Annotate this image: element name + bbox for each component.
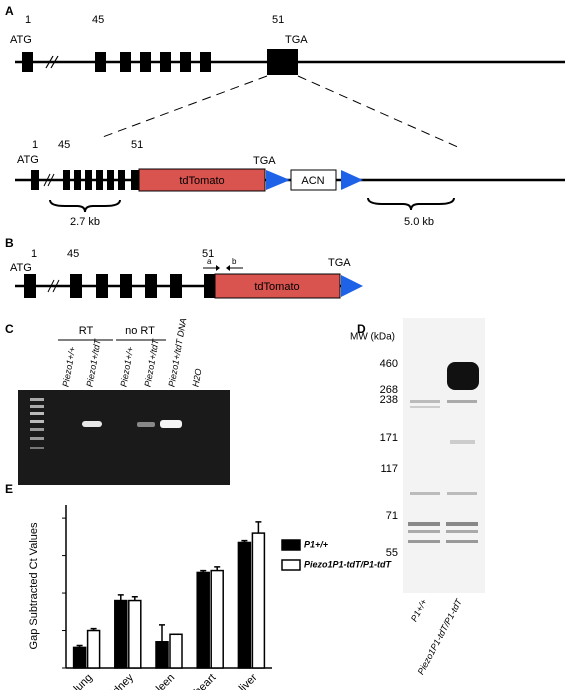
lane-label: Piezo1+/+: [60, 346, 77, 388]
panel-label: D: [357, 322, 366, 336]
mw-marker: 71: [386, 510, 398, 522]
lane-label: H2O: [190, 368, 203, 388]
gene-b: [15, 265, 363, 299]
bar: [169, 633, 183, 669]
lane-label: P1+/+: [409, 597, 429, 623]
stop-codon: TGA: [285, 34, 308, 46]
x-tick-label: heart: [192, 672, 218, 690]
legend-swatch: [281, 539, 301, 551]
lane-label: Piezo1+/tdT DNA: [166, 317, 188, 387]
bar: [237, 541, 252, 669]
exon-label: 1: [31, 248, 37, 260]
error-bar: [255, 521, 262, 534]
exon-label: 51: [202, 248, 214, 260]
bar: [155, 641, 169, 669]
axis-title: MW (kDa): [350, 332, 395, 343]
legend-label: P1+/+: [304, 539, 329, 549]
exon-label: 1: [32, 139, 38, 151]
panel-label: E: [5, 482, 13, 496]
gene-top: [15, 49, 565, 149]
bar: [86, 629, 101, 669]
error-bar: [76, 644, 83, 648]
bar: [128, 599, 142, 669]
exon-label: 45: [92, 14, 104, 26]
exon-label: 51: [272, 14, 284, 26]
error-bar: [200, 569, 207, 573]
gel: [18, 339, 230, 485]
blot: [403, 318, 485, 593]
mw-marker: 460: [380, 358, 398, 370]
stop-codon: TGA: [328, 257, 351, 269]
bar: [196, 571, 210, 669]
bar: [72, 646, 87, 669]
gene-bottom: [15, 168, 565, 213]
lane-label: Piezo1+/+: [118, 346, 135, 388]
bar: [114, 599, 128, 669]
error-bar: [241, 539, 248, 543]
error-bar: [131, 596, 138, 601]
lane-label: Piezo1+/tdT: [142, 337, 160, 388]
mw-marker: 171: [380, 432, 398, 444]
exon-label: 1: [25, 14, 31, 26]
start-codon: ATG: [17, 154, 39, 166]
exon-label: 51: [131, 139, 143, 151]
x-tick-label: liver: [237, 671, 260, 690]
exon-label: 45: [67, 248, 79, 260]
mw-marker: 117: [380, 463, 398, 475]
x-tick-label: lung: [72, 672, 95, 690]
mw-marker: 55: [386, 547, 398, 559]
x-tick-label: kidney: [105, 671, 136, 690]
panel-label: B: [5, 236, 14, 250]
group-label: RT: [79, 325, 94, 337]
error-bar: [159, 624, 165, 642]
error-bar: [117, 594, 124, 601]
panel-label: C: [5, 322, 14, 336]
bar: [210, 569, 224, 669]
mw-marker: 238: [380, 394, 398, 406]
primer: b: [232, 257, 237, 266]
panel-label: A: [5, 4, 14, 18]
cassette: ACN: [301, 175, 324, 187]
arm-length: 5.0 kb: [404, 216, 434, 228]
arm-length: 2.7 kb: [70, 216, 100, 228]
primer: a: [207, 257, 212, 266]
start-codon: ATG: [10, 34, 32, 46]
error-bar: [90, 627, 97, 631]
legend-label: Piezo1P1-tdT/P1-tdT: [304, 559, 393, 569]
legend-swatch: [281, 559, 301, 571]
reporter: tdTomato: [254, 281, 299, 293]
y-axis-title: Gap Subtracted Ct Values: [28, 522, 40, 649]
mw-marker: 268: [380, 384, 398, 396]
group-label: no RT: [125, 325, 155, 337]
lane-label: Piezo1+/tdT: [84, 337, 102, 388]
bar: [251, 532, 266, 669]
exon-label: 45: [58, 139, 70, 151]
start-codon: ATG: [10, 262, 32, 274]
stop-codon: TGA: [253, 155, 276, 167]
reporter: tdTomato: [179, 175, 224, 187]
error-bar: [214, 566, 221, 571]
x-tick-label: spleen: [146, 672, 177, 690]
